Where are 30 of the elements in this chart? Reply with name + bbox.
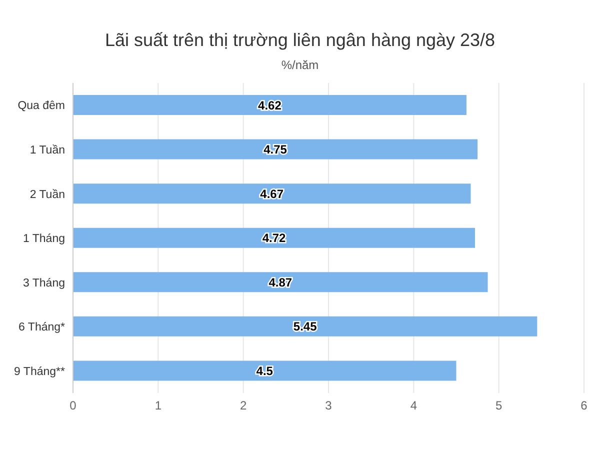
data-label: 4.72 [262, 231, 286, 246]
bar [73, 184, 471, 204]
x-tick-label: 3 [325, 398, 332, 413]
bar [73, 95, 466, 115]
y-tick-label: 1 Tháng [23, 233, 65, 246]
data-label: 4.62 [258, 98, 282, 112]
bar [73, 316, 538, 336]
y-tick-label: 3 Tháng [23, 277, 65, 290]
x-tick-label: 4 [410, 398, 418, 413]
y-tick-label: 1 Tuần [30, 144, 65, 157]
chart-subtitle: %/năm [280, 58, 320, 72]
chart-title: Lãi suất trên thị trường liên ngân hàng ngày 23/8 [104, 30, 496, 51]
bar [73, 228, 475, 248]
y-tick-label: 6 Tháng* [18, 322, 66, 334]
bar [73, 360, 456, 381]
bar [73, 272, 488, 292]
x-tick-label: 1 [154, 398, 162, 413]
data-label: 4.67 [260, 186, 284, 201]
y-tick-label: Qua đêm [18, 100, 65, 112]
data-label: 4.75 [264, 142, 288, 157]
data-label: 5.45 [293, 320, 318, 334]
data-label: 4.87 [268, 275, 292, 290]
x-tick-label: 5 [495, 398, 502, 413]
x-tick-label: 2 [240, 398, 247, 413]
x-tick-label: 6 [580, 398, 588, 413]
y-tick-label: 2 Tuần [30, 188, 65, 201]
y-tick-label: 9 Tháng** [14, 366, 66, 378]
bar [73, 139, 478, 160]
data-label: 4.5 [256, 364, 274, 378]
x-tick-label: 0 [70, 398, 77, 413]
